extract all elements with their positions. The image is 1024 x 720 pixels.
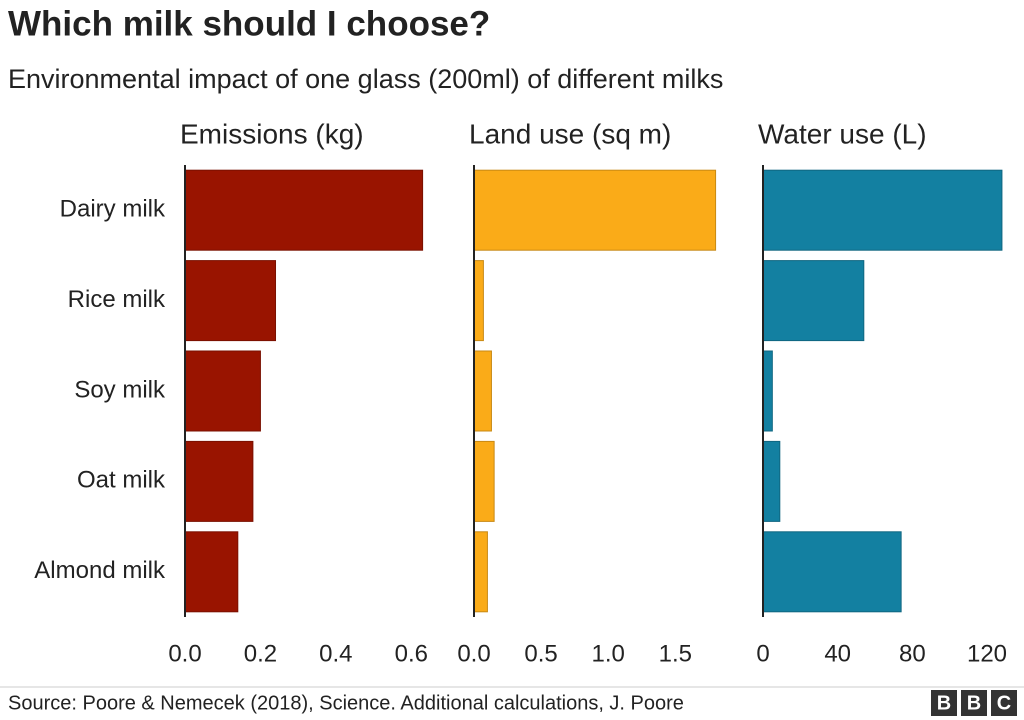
bar: [473, 440, 495, 522]
logo-box: [931, 690, 957, 716]
source: Source: Poore & Nemecek (2018), Science.…: [8, 692, 684, 714]
y-tick-label: Dairy milk: [60, 196, 166, 223]
bar: [184, 350, 261, 432]
bar: [184, 260, 277, 342]
chart-subtitle: Environmental impact of one glass (200ml…: [8, 64, 723, 94]
bar: [184, 169, 424, 251]
panel-title: Land use (sq m): [469, 118, 671, 149]
panel-title: Water use (L): [758, 118, 927, 149]
x-tick-label: 0.6: [395, 640, 428, 667]
x-tick-label: 0: [756, 640, 769, 667]
x-tick-label: 0.0: [457, 640, 490, 667]
x-tick-label: 1.5: [659, 640, 692, 667]
bar: [762, 531, 902, 613]
bar: [184, 440, 254, 522]
x-tick-label: 80: [899, 640, 926, 667]
x-tick-label: 0.0: [168, 640, 201, 667]
bar: [473, 350, 492, 432]
logo-letter: B: [937, 692, 951, 714]
logo-box: [961, 690, 987, 716]
bar: [473, 169, 717, 251]
bar: [762, 350, 773, 432]
logo: B B C: [931, 690, 1017, 716]
y-tick-label: Rice milk: [68, 286, 166, 313]
x-tick-label: 0.2: [244, 640, 277, 667]
y-tick-label: Almond milk: [34, 557, 166, 584]
bar: [473, 260, 484, 342]
bar: [762, 440, 781, 522]
logo-letter: C: [997, 692, 1011, 714]
x-tick-label: 0.4: [319, 640, 352, 667]
y-tick-label: Oat milk: [77, 467, 166, 494]
panel-title: Emissions (kg): [180, 118, 364, 149]
bar: [762, 260, 865, 342]
logo-letter: B: [967, 692, 981, 714]
bar: [473, 531, 488, 613]
y-tick-label: Soy milk: [74, 376, 166, 403]
x-tick-label: 1.0: [592, 640, 625, 667]
x-tick-label: 0.5: [524, 640, 557, 667]
bar: [184, 531, 239, 613]
logo-box: [991, 690, 1017, 716]
bar: [762, 169, 1003, 251]
x-tick-label: 120: [967, 640, 1007, 667]
x-tick-label: 40: [824, 640, 851, 667]
chart-title: Which milk should I choose?: [8, 4, 490, 43]
